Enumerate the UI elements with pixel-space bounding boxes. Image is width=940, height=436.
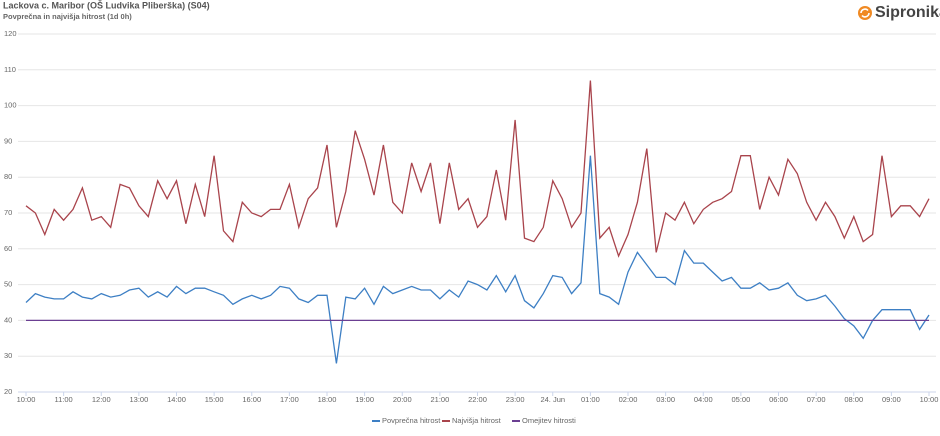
x-tick-label: 19:00 <box>355 395 374 404</box>
x-tick-label: 01:00 <box>581 395 600 404</box>
y-tick-label: 110 <box>4 65 16 74</box>
y-tick-label: 100 <box>4 101 17 110</box>
y-tick-label: 60 <box>4 244 12 253</box>
x-tick-label: 10:00 <box>17 395 36 404</box>
chart-subtitle: Povprečna in najvišja hitrost (1d 0h) <box>3 12 132 21</box>
x-tick-label: 11:00 <box>55 395 73 404</box>
chart-title: Lackova c. Maribor (OŠ Ludvika Pliberška… <box>3 0 210 10</box>
series-line <box>25 80 930 258</box>
x-tick-label: 10:00 <box>920 395 939 404</box>
x-tick-label: 21:00 <box>430 395 449 404</box>
y-tick-label: 90 <box>4 136 12 145</box>
x-tick-label: 04:00 <box>694 395 713 404</box>
x-tick-label: 15:00 <box>205 395 224 404</box>
x-tick-label: 17:00 <box>280 395 299 404</box>
x-tick-label: 24. Jun <box>540 395 565 404</box>
logo-icon-arrows <box>860 8 870 18</box>
x-tick-label: 23:00 <box>506 395 525 404</box>
x-tick-label: 09:00 <box>882 395 901 404</box>
y-tick-label: 70 <box>4 208 12 217</box>
x-tick-label: 12:00 <box>92 395 111 404</box>
x-tick-label: 16:00 <box>242 395 261 404</box>
x-tick-label: 08:00 <box>844 395 863 404</box>
x-tick-label: 05:00 <box>731 395 750 404</box>
legend-label: Najvišja hitrost <box>452 416 502 425</box>
brand-name: Sipronika <box>875 4 940 21</box>
x-tick-label: 22:00 <box>468 395 487 404</box>
legend-label: Povprečna hitrost <box>382 416 441 425</box>
y-tick-label: 30 <box>4 351 12 360</box>
legend-label: Omejitev hitrosti <box>522 416 576 425</box>
y-tick-label: 20 <box>4 387 12 396</box>
logo-icon <box>858 6 872 20</box>
y-tick-label: 80 <box>4 172 12 181</box>
x-tick-label: 13:00 <box>129 395 148 404</box>
y-tick-label: 120 <box>4 29 17 38</box>
x-tick-label: 02:00 <box>619 395 638 404</box>
x-tick-label: 14:00 <box>167 395 186 404</box>
y-tick-label: 50 <box>4 280 12 289</box>
x-tick-label: 07:00 <box>807 395 826 404</box>
logo: Sipronika <box>858 4 940 21</box>
x-tick-label: 06:00 <box>769 395 788 404</box>
y-tick-label: 40 <box>4 315 12 324</box>
x-tick-label: 03:00 <box>656 395 675 404</box>
series-line <box>25 155 930 364</box>
x-tick-label: 18:00 <box>318 395 337 404</box>
x-tick-label: 20:00 <box>393 395 412 404</box>
